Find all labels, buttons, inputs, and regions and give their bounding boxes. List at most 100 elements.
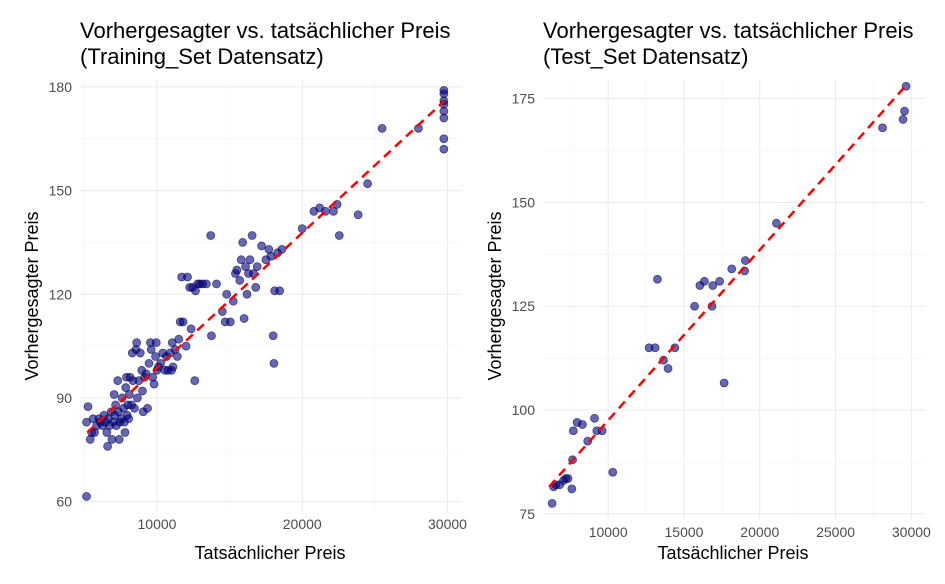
data-point — [547, 498, 557, 508]
fit-line-layer — [86, 99, 446, 434]
x-tick-label: 25000 — [816, 524, 855, 540]
data-point — [439, 85, 449, 95]
data-point — [236, 255, 246, 265]
data-point — [168, 362, 178, 372]
data-point — [772, 218, 781, 228]
data-point — [242, 289, 252, 299]
y-tick-label: 150 — [512, 194, 536, 210]
data-point — [186, 324, 196, 334]
data-point — [132, 393, 142, 403]
data-point — [222, 289, 232, 299]
chart-title-line1: Vorhergesagter vs. tatsächlicher Preis — [80, 18, 451, 43]
data-point — [363, 179, 372, 189]
data-point — [103, 441, 112, 451]
data-point — [109, 390, 119, 399]
data-point — [83, 402, 93, 411]
data-point — [138, 386, 147, 396]
x-tick-label: 20000 — [283, 516, 322, 532]
data-point — [181, 341, 191, 351]
data-point — [663, 364, 673, 373]
test-scatter-chart: Vorhergesagter vs. tatsächlicher Preis (… — [485, 18, 931, 563]
x-axis-title: Tatsächlicher Preis — [657, 543, 808, 563]
data-point — [439, 144, 449, 154]
grid — [80, 80, 462, 512]
tick-labels: 10000 20000 30000 60 90 120 150 180 — [49, 79, 468, 532]
data-point — [232, 265, 242, 275]
data-point — [578, 420, 587, 429]
y-tick-label: 180 — [49, 79, 73, 95]
data-point — [590, 413, 599, 423]
data-point — [201, 279, 211, 289]
data-point — [235, 276, 245, 285]
y-tick-label: 60 — [56, 494, 72, 510]
data-point — [225, 317, 235, 327]
data-point — [567, 484, 577, 494]
data-point — [114, 435, 124, 444]
data-point — [120, 428, 130, 437]
chart-title-line2: (Test_Set Datensatz) — [543, 44, 748, 69]
data-point — [149, 379, 159, 389]
data-point — [107, 435, 117, 444]
data-point — [740, 256, 750, 265]
x-tick-label: 30000 — [428, 516, 467, 532]
data-point — [143, 403, 152, 413]
data-point — [715, 276, 724, 286]
data-point — [700, 276, 709, 286]
data-point — [690, 301, 699, 311]
x-tick-label: 10000 — [589, 524, 628, 540]
data-point — [608, 467, 618, 477]
data-point — [124, 414, 134, 424]
grid — [543, 80, 925, 520]
data-point — [329, 206, 338, 216]
data-point — [207, 331, 216, 341]
data-point — [708, 281, 718, 290]
fit-line-layer — [548, 85, 907, 488]
data-point — [563, 474, 573, 483]
x-tick-label: 20000 — [740, 524, 779, 540]
data-point — [353, 210, 363, 220]
tick-labels: 10000 15000 20000 25000 30000 75 100 125 150 175 — [512, 91, 931, 540]
data-point — [898, 115, 908, 124]
data-point — [251, 282, 261, 292]
data-point — [653, 274, 662, 284]
data-point — [257, 241, 266, 251]
data-point — [183, 272, 192, 282]
data-point — [174, 334, 184, 344]
data-point — [252, 262, 262, 272]
data-point — [727, 264, 737, 274]
y-tick-label: 175 — [512, 91, 536, 107]
data-point — [113, 376, 123, 386]
y-tick-label: 75 — [519, 506, 535, 522]
x-tick-label: 15000 — [665, 524, 704, 540]
y-tick-label: 90 — [56, 390, 72, 406]
data-point — [206, 231, 216, 240]
data-point — [178, 317, 188, 327]
data-point — [900, 106, 909, 116]
data-point — [172, 352, 182, 361]
y-tick-label: 100 — [512, 402, 536, 418]
data-point — [275, 286, 285, 296]
data-point — [650, 343, 660, 353]
data-point — [238, 238, 248, 247]
y-tick-label: 120 — [49, 286, 73, 302]
data-point — [439, 134, 449, 144]
training-scatter-chart: Vorhergesagter vs. tatsächlicher Preis (… — [22, 18, 467, 563]
y-tick-label: 150 — [49, 183, 73, 199]
data-point — [247, 231, 257, 240]
fit-line — [548, 85, 907, 488]
data-point — [245, 255, 255, 265]
data-point — [190, 376, 200, 386]
data-point — [583, 436, 593, 446]
chart-title-line1: Vorhergesagter vs. tatsächlicher Preis — [543, 18, 914, 43]
data-point — [377, 123, 387, 133]
data-points — [547, 81, 911, 508]
x-tick-label: 30000 — [892, 524, 931, 540]
data-point — [268, 331, 278, 341]
y-tick-label: 125 — [512, 298, 536, 314]
data-point — [132, 338, 142, 348]
data-point — [146, 345, 156, 354]
y-axis-title: Vorhergesagter Preis — [22, 211, 42, 380]
x-axis-title: Tatsächlicher Preis — [194, 543, 345, 563]
data-point — [277, 244, 287, 254]
